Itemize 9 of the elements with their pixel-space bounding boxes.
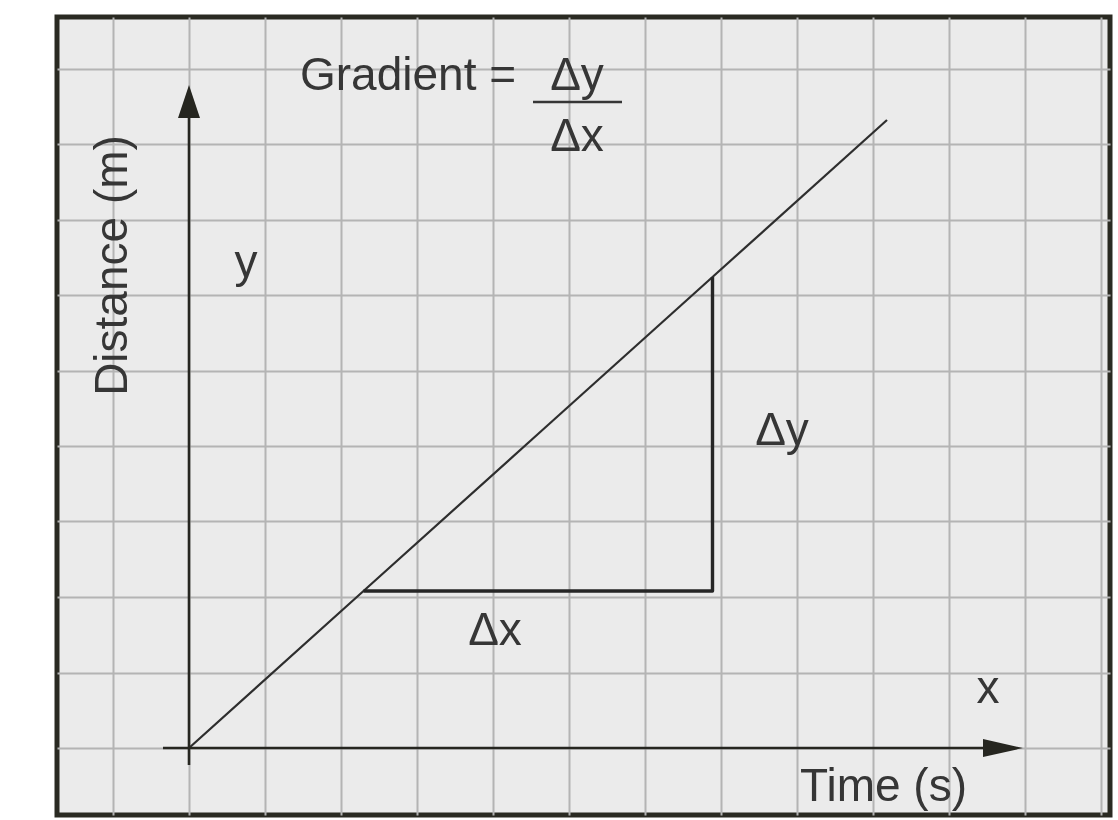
annotation: y: [234, 235, 258, 287]
text: Gradient =: [300, 48, 517, 100]
y-axis-title: Distance (m): [84, 135, 137, 396]
annotation: Δx: [468, 603, 522, 655]
text: Δy: [550, 48, 604, 100]
x-axis-title: Time (s): [800, 758, 967, 811]
annotation: Δx: [550, 109, 604, 161]
annotation: x: [976, 661, 1000, 713]
annotation: Δy: [755, 403, 809, 455]
